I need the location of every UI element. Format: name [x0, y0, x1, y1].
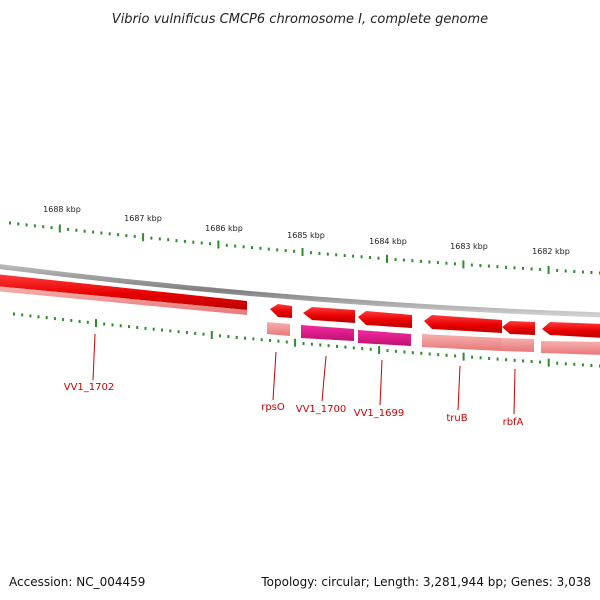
gene-truB-outer	[424, 315, 502, 333]
gene-label-leaders	[92, 333, 516, 415]
gene-VV1_1700-inner	[301, 325, 354, 341]
gene-label-VV1_1699: VV1_1699	[354, 408, 405, 419]
gene-label-rbfA: rbfA	[503, 417, 524, 428]
gene-VV1_1702-outer	[0, 274, 247, 310]
chromosome-backbone	[0, 264, 600, 318]
gene-label-truB: truB	[446, 413, 467, 424]
gene-rpsO-inner	[267, 322, 290, 336]
gene-next-inner	[541, 341, 600, 355]
scale-label-1688: 1688 kbp	[43, 205, 81, 214]
gene-VV1_1699-outer	[358, 311, 412, 328]
gene-label-VV1_1700: VV1_1700	[296, 404, 347, 415]
scale-labels: 1688 kbp 1687 kbp 1686 kbp 1685 kbp 1684…	[43, 205, 570, 256]
gene-truB-inner	[422, 334, 501, 351]
leader-rbfA	[513, 368, 516, 415]
scale-label-1684: 1684 kbp	[369, 237, 407, 246]
scale-label-1687: 1687 kbp	[124, 214, 162, 223]
leader-VV1_1699	[379, 359, 383, 406]
gene-VV1_1702-inner	[0, 286, 247, 315]
leader-VV1_1700	[321, 355, 327, 402]
gene-label-rpsO: rpsO	[261, 402, 285, 413]
gene-VV1_1700-outer	[303, 307, 355, 323]
leader-truB	[457, 365, 461, 411]
gene-rpsO-outer	[270, 304, 292, 318]
scale-label-1686: 1686 kbp	[205, 224, 243, 233]
gene-labels: VV1_1702 rpsO VV1_1700 VV1_1699 truB rbf…	[64, 382, 524, 428]
scale-label-1682: 1682 kbp	[532, 247, 570, 256]
leader-VV1_1702	[92, 333, 96, 381]
gene-rbfA-outer	[502, 321, 535, 335]
gene-next-outer	[542, 322, 600, 338]
gene-VV1_1699-inner	[358, 330, 411, 346]
inner-tick-marks	[13, 312, 600, 368]
scale-label-1685: 1685 kbp	[287, 231, 325, 240]
leader-rpsO	[272, 351, 277, 401]
gene-label-VV1_1702: VV1_1702	[64, 382, 115, 393]
accession-text: Accession: NC_004459	[9, 575, 145, 589]
map-title: Vibrio vulnificus CMCP6 chromosome I, co…	[112, 12, 488, 27]
scale-label-1683: 1683 kbp	[450, 242, 488, 251]
genome-summary-text: Topology: circular; Length: 3,281,944 bp…	[260, 575, 591, 589]
gene-rbfA-inner	[501, 338, 534, 352]
outer-tick-marks	[9, 221, 600, 275]
